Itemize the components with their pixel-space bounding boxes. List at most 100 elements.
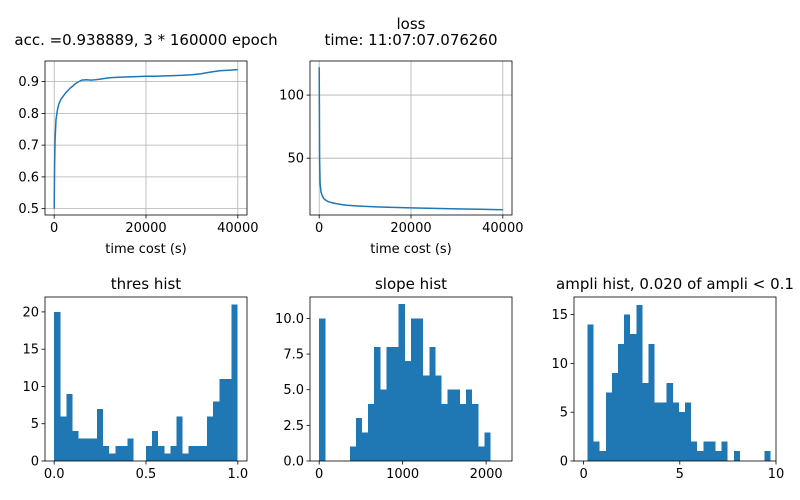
thres-bar: [176, 416, 183, 461]
thres-bar: [109, 453, 116, 461]
slope-bar: [417, 318, 424, 461]
thres-bar: [103, 446, 110, 461]
thres-bar: [207, 416, 214, 461]
ampli-bar: [654, 402, 661, 461]
ampli-bar: [703, 441, 710, 461]
x-tick-label: 10: [768, 467, 785, 482]
ampli-bar: [611, 373, 618, 461]
y-tick-label: 50: [287, 152, 304, 167]
y-tick-label: 0.8: [18, 107, 39, 122]
ampli-bar: [666, 382, 673, 461]
slope-title: slope hist: [375, 275, 447, 293]
ampli-bar: [642, 382, 649, 461]
y-tick-label: 5: [560, 406, 568, 421]
thres-bar: [60, 416, 67, 461]
slope-panel: 0 1000 2000 0.0 2.5 5.0 7.5 10.0 slope hist: [275, 275, 513, 482]
y-tick-label: 2.5: [283, 419, 304, 434]
ampli-bar: [709, 441, 716, 461]
thres-bar: [152, 431, 159, 461]
ampli-bar: [764, 451, 771, 461]
y-tick-label: 5.0: [283, 383, 304, 398]
y-tick-label: 15: [22, 343, 39, 358]
thres-bar: [158, 446, 165, 461]
y-tick-label: 10: [22, 380, 39, 395]
thres-bar: [182, 453, 189, 461]
ampli-bar: [624, 314, 631, 461]
ampli-bar: [685, 402, 692, 461]
y-tick-label: 5: [31, 417, 39, 432]
loss-x-axis-label: time cost (s): [370, 242, 452, 257]
loss-title: loss: [397, 15, 426, 33]
slope-bar: [349, 446, 356, 461]
thres-bar: [84, 438, 91, 461]
slope-bar: [355, 418, 363, 461]
thres-panel: 0.0 0.5 1.0 0 5 10 15 20 thres hist: [22, 275, 248, 482]
slope-bar: [319, 318, 326, 461]
loss-subtitle: time: 11:07:07.076260: [324, 31, 497, 49]
slope-bar: [429, 346, 436, 461]
thres-bar: [188, 446, 195, 461]
ampli-bar: [605, 392, 612, 461]
slope-bar: [380, 389, 387, 461]
slope-bar: [368, 403, 375, 461]
ampli-bar: [672, 402, 679, 461]
thres-bar: [90, 438, 97, 461]
x-tick-label: 0: [315, 221, 323, 236]
thres-bar: [194, 446, 201, 461]
slope-axes-frame: [309, 296, 513, 462]
ampli-bar: [593, 441, 600, 461]
x-tick-label: 2000: [470, 467, 503, 482]
slope-bar: [374, 346, 381, 461]
y-tick-label: 7.5: [283, 348, 304, 363]
ampli-bar: [587, 324, 594, 461]
thres-bar: [96, 408, 104, 461]
thres-bar: [231, 304, 238, 461]
ampli-bar: [660, 402, 667, 461]
y-tick-label: 20: [22, 305, 39, 320]
y-tick-label: 100: [279, 89, 304, 104]
slope-bar: [386, 346, 393, 461]
y-tick-label: 0: [31, 455, 39, 470]
thres-bar: [170, 446, 177, 461]
thres-bar: [164, 453, 171, 461]
slope-bar: [441, 403, 448, 461]
ampli-title: ampli hist, 0.020 of ampli < 0.1: [556, 275, 794, 293]
slope-bar: [478, 446, 485, 461]
thres-bar: [225, 379, 232, 461]
x-tick-label: 1.0: [227, 467, 248, 482]
y-tick-label: 0.0: [283, 455, 304, 470]
ampli-bar: [721, 441, 728, 461]
slope-bar: [435, 375, 442, 461]
slope-bar: [453, 389, 460, 461]
thres-bar: [121, 446, 128, 461]
y-tick-label: 10: [551, 357, 568, 372]
thres-bar: [219, 379, 226, 461]
acc-title: acc. =0.938889, 3 * 160000 epoch: [14, 31, 277, 49]
x-tick-label: 0: [579, 467, 587, 482]
ampli-bar: [733, 451, 740, 461]
slope-bar: [447, 389, 454, 461]
thres-bar: [127, 438, 134, 461]
thres-bar: [200, 446, 208, 461]
thres-bar: [72, 431, 79, 461]
acc-series-line: [53, 68, 238, 209]
thres-title: thres hist: [111, 275, 182, 293]
slope-bar: [398, 304, 405, 461]
ampli-bar: [697, 451, 704, 461]
x-tick-label: 40000: [217, 221, 258, 236]
ampli-axes-frame: [573, 296, 777, 462]
slope-bar: [484, 432, 491, 461]
ampli-bar: [599, 451, 606, 461]
x-tick-label: 1000: [386, 467, 419, 482]
x-tick-label: 0.5: [136, 467, 157, 482]
x-tick-label: 5: [676, 467, 684, 482]
y-tick-label: 0.5: [18, 202, 39, 217]
x-tick-label: 0: [50, 221, 58, 236]
ampli-bar: [691, 441, 698, 461]
x-tick-label: 40000: [482, 221, 523, 236]
thres-bar: [54, 311, 61, 461]
acc-x-axis-label: time cost (s): [105, 242, 187, 257]
ampli-panel: 0 5 10 0 5 10 15 ampli hist, 0.020 of ampli < 0…: [551, 275, 793, 482]
